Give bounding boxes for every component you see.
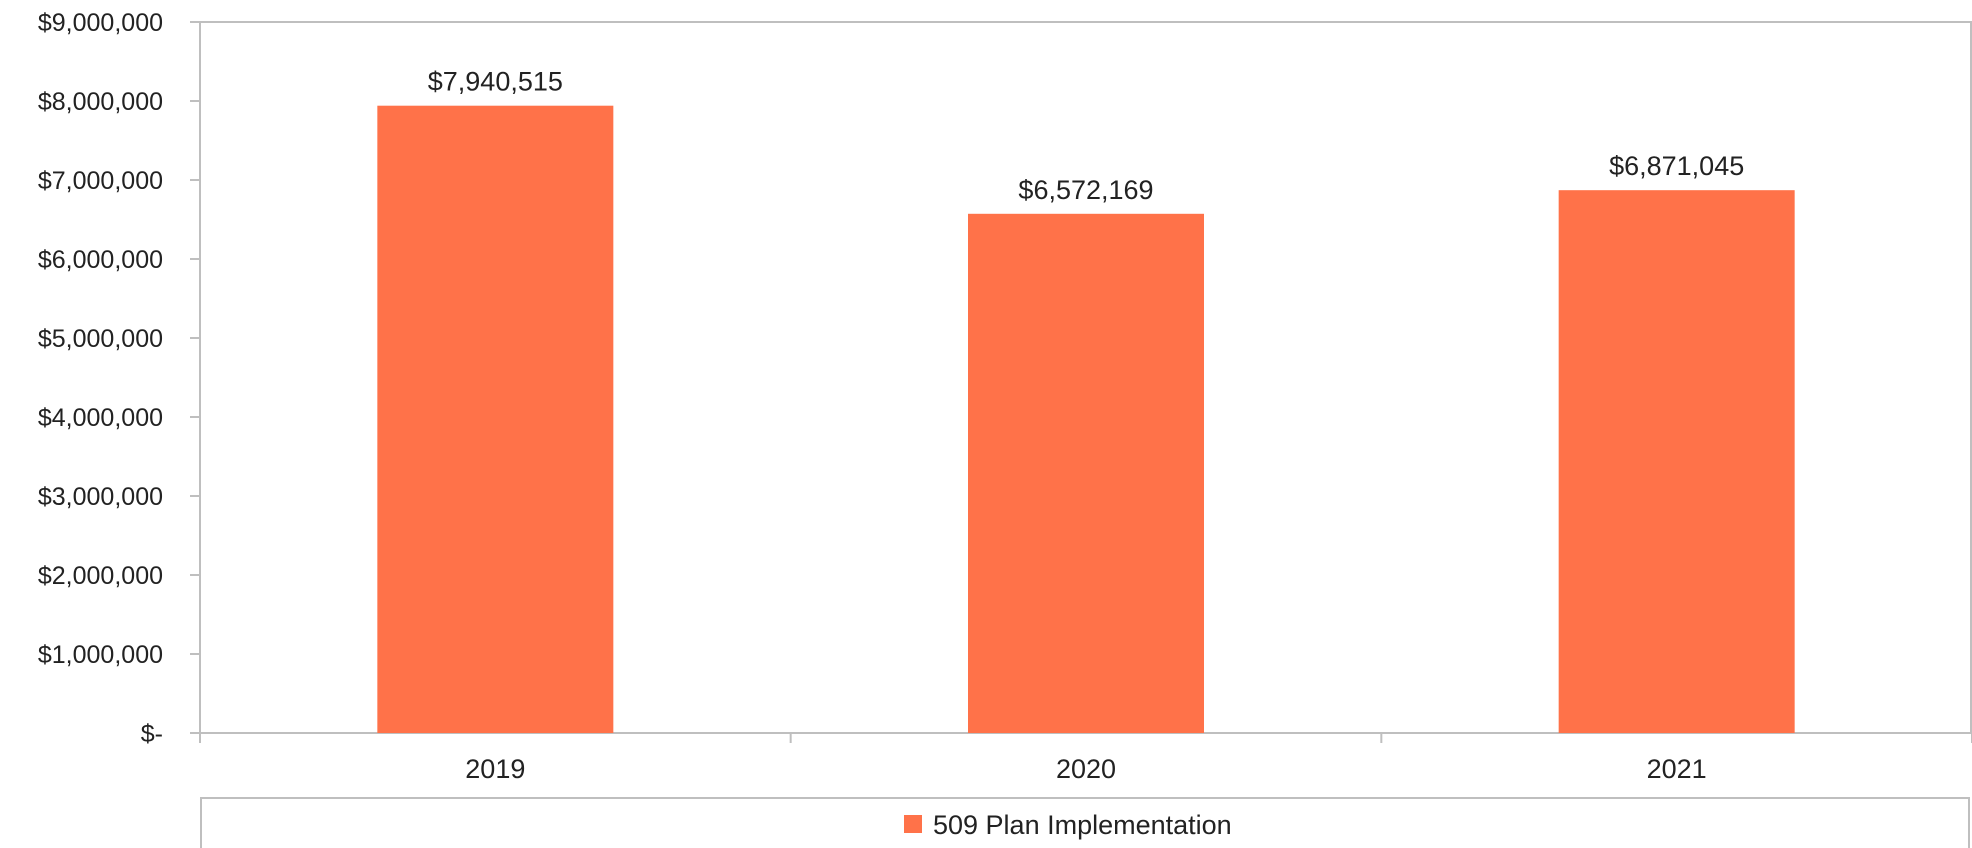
y-tick-label: $6,000,000 (38, 246, 163, 274)
data-labels: $7,940,515 $6,572,169 $6,871,045 (428, 67, 1744, 205)
x-axis: 2019 2020 2021 (199, 732, 1972, 784)
y-tick-label: $9,000,000 (38, 9, 163, 37)
y-tick-label: $1,000,000 (38, 641, 163, 669)
bar-2019 (377, 105, 614, 733)
legend-swatch (904, 815, 922, 833)
x-tick-label: 2020 (1056, 754, 1116, 784)
plot-frame (200, 21, 1972, 733)
legend: 509 Plan Implementation (200, 797, 1970, 848)
y-tick-label: $5,000,000 (38, 325, 163, 353)
bar-2021 (1558, 190, 1795, 733)
y-tick-label: $2,000,000 (38, 562, 163, 590)
x-tick-label: 2021 (1647, 754, 1707, 784)
x-tick-label: 2019 (465, 754, 525, 784)
y-tick-label: $8,000,000 (38, 88, 163, 116)
y-tick-label: $7,000,000 (38, 167, 163, 195)
legend-label: 509 Plan Implementation (933, 810, 1232, 840)
bar-2020 (968, 213, 1204, 733)
bars (377, 105, 1795, 733)
data-label: $6,572,169 (1018, 175, 1153, 205)
data-label: $7,940,515 (428, 67, 563, 97)
legend-box (200, 797, 1970, 848)
y-axis: $- $1,000,000 $2,000,000 $3,000,000 $4,000,0… (38, 9, 201, 748)
data-label: $6,871,045 (1609, 151, 1744, 181)
y-tick-label: $3,000,000 (38, 483, 163, 511)
y-tick-label: $- (141, 720, 163, 748)
y-tick-label: $4,000,000 (38, 404, 163, 432)
